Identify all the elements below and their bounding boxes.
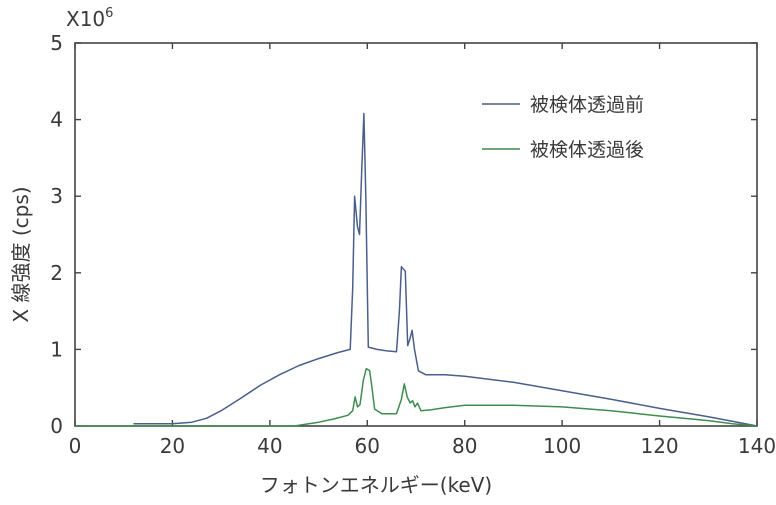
series-line-2 xyxy=(75,367,758,427)
legend-label-1: 被検体透過前 xyxy=(530,94,644,116)
series-group xyxy=(75,112,758,427)
plot-frame xyxy=(74,42,758,427)
x-tick-label: 120 xyxy=(640,434,678,458)
y-axis-multiplier: X106 xyxy=(66,6,113,31)
x-axis-label: フォトンエネルギー(keV) xyxy=(260,473,492,497)
x-tick-label: 0 xyxy=(69,434,82,458)
x-tick-label: 100 xyxy=(543,434,581,458)
y-tick-label: 3 xyxy=(50,184,63,208)
y-axis-multiplier-base: X10 xyxy=(66,7,105,31)
y-axis-ticks: 0 1 2 3 4 5 xyxy=(50,31,757,438)
y-axis-multiplier-exponent: 6 xyxy=(105,6,113,21)
y-tick-label: 0 xyxy=(50,414,63,438)
x-axis-ticks: 0 20 40 60 80 100 120 140 xyxy=(69,43,776,458)
y-tick-label: 5 xyxy=(50,31,63,55)
y-tick-label: 4 xyxy=(50,108,63,132)
x-tick-label: 40 xyxy=(257,434,282,458)
y-tick-label: 2 xyxy=(50,261,63,285)
y-axis-label: X 線強度 (cps) xyxy=(9,186,33,322)
x-tick-label: 60 xyxy=(355,434,380,458)
y-tick-label: 1 xyxy=(50,337,63,361)
x-tick-label: 140 xyxy=(738,434,776,458)
legend-label-2: 被検体透過後 xyxy=(530,139,644,161)
x-tick-label: 80 xyxy=(452,434,477,458)
x-tick-label: 20 xyxy=(160,434,185,458)
series-line-1 xyxy=(133,112,758,427)
